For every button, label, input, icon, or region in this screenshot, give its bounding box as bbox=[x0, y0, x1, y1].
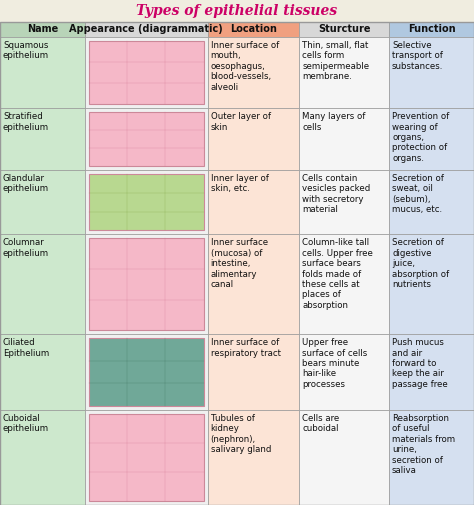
Bar bbox=[0, 37, 85, 108]
Text: Sturcture: Sturcture bbox=[318, 25, 370, 34]
Bar bbox=[208, 22, 299, 37]
Text: Cells contain
vesicles packed
with secretory
material: Cells contain vesicles packed with secre… bbox=[302, 174, 371, 214]
Text: Column-like tall
cells. Upper free
surface bears
folds made of
these cells at
pl: Column-like tall cells. Upper free surfa… bbox=[302, 238, 373, 310]
Bar bbox=[299, 170, 389, 234]
Bar bbox=[85, 334, 208, 410]
Bar bbox=[85, 170, 208, 234]
Bar bbox=[85, 22, 208, 37]
Text: Cells are
cuboidal: Cells are cuboidal bbox=[302, 414, 339, 433]
Bar bbox=[389, 37, 474, 108]
Bar bbox=[89, 174, 204, 230]
Bar bbox=[208, 334, 299, 410]
Bar bbox=[208, 37, 299, 108]
Text: Tubules of
kidney
(nephron),
salivary gland: Tubules of kidney (nephron), salivary gl… bbox=[211, 414, 271, 454]
Text: Name: Name bbox=[27, 25, 58, 34]
Bar bbox=[85, 37, 208, 108]
Text: Secretion of
sweat, oil
(sebum),
mucus, etc.: Secretion of sweat, oil (sebum), mucus, … bbox=[392, 174, 444, 214]
Bar bbox=[85, 108, 208, 170]
Bar bbox=[85, 234, 208, 334]
Bar bbox=[0, 170, 85, 234]
Text: Reabsorption
of useful
materials from
urine,
secretion of
saliva: Reabsorption of useful materials from ur… bbox=[392, 414, 455, 475]
Bar bbox=[0, 108, 85, 170]
Bar bbox=[0, 410, 85, 505]
Bar bbox=[208, 234, 299, 334]
Bar bbox=[89, 338, 204, 406]
Bar bbox=[89, 238, 204, 330]
Bar bbox=[389, 410, 474, 505]
Bar bbox=[89, 112, 204, 166]
Bar bbox=[0, 334, 85, 410]
Text: Push mucus
and air
forward to
keep the air
passage free: Push mucus and air forward to keep the a… bbox=[392, 338, 448, 389]
Text: Thin, small, flat
cells form
semipermeable
membrane.: Thin, small, flat cells form semipermeab… bbox=[302, 41, 369, 81]
Text: Types of epithelial tissues: Types of epithelial tissues bbox=[137, 4, 337, 18]
Bar bbox=[208, 170, 299, 234]
Bar bbox=[299, 37, 389, 108]
Text: Secretion of
digestive
juice,
absorption of
nutrients: Secretion of digestive juice, absorption… bbox=[392, 238, 449, 289]
Text: Ciliated
Epithelium: Ciliated Epithelium bbox=[3, 338, 49, 358]
Text: Inner surface of
respiratory tract: Inner surface of respiratory tract bbox=[211, 338, 281, 358]
Text: Appearance (diagrammatic): Appearance (diagrammatic) bbox=[70, 25, 223, 34]
Bar bbox=[0, 234, 85, 334]
Text: Prevention of
wearing of
organs,
protection of
organs.: Prevention of wearing of organs, protect… bbox=[392, 112, 449, 163]
Bar bbox=[389, 22, 474, 37]
Text: Inner surface
(mucosa) of
intestine,
alimentary
canal: Inner surface (mucosa) of intestine, ali… bbox=[211, 238, 268, 289]
Text: Glandular
epithelium: Glandular epithelium bbox=[3, 174, 49, 193]
Bar bbox=[89, 41, 204, 104]
Text: Cuboidal
epithelium: Cuboidal epithelium bbox=[3, 414, 49, 433]
Bar bbox=[299, 334, 389, 410]
Bar bbox=[0, 22, 85, 37]
Text: Inner surface of
mouth,
oesophagus,
blood-vessels,
alveoli: Inner surface of mouth, oesophagus, bloo… bbox=[211, 41, 279, 91]
Text: Function: Function bbox=[408, 25, 456, 34]
Bar bbox=[299, 22, 389, 37]
Bar bbox=[389, 170, 474, 234]
Bar bbox=[299, 108, 389, 170]
Bar bbox=[299, 410, 389, 505]
Text: Selective
transport of
substances.: Selective transport of substances. bbox=[392, 41, 443, 71]
Bar bbox=[89, 414, 204, 501]
Text: Inner layer of
skin, etc.: Inner layer of skin, etc. bbox=[211, 174, 269, 193]
Bar bbox=[208, 108, 299, 170]
Text: Many layers of
cells: Many layers of cells bbox=[302, 112, 366, 132]
Bar bbox=[389, 334, 474, 410]
Text: Upper free
surface of cells
bears minute
hair-like
processes: Upper free surface of cells bears minute… bbox=[302, 338, 367, 389]
Text: Columnar
epithelium: Columnar epithelium bbox=[3, 238, 49, 258]
Text: Outer layer of
skin: Outer layer of skin bbox=[211, 112, 271, 132]
Bar bbox=[85, 410, 208, 505]
Bar bbox=[389, 234, 474, 334]
Bar bbox=[299, 234, 389, 334]
Bar bbox=[208, 410, 299, 505]
Text: Squamous
epithelium: Squamous epithelium bbox=[3, 41, 49, 61]
Text: Stratified
epithelium: Stratified epithelium bbox=[3, 112, 49, 132]
Bar bbox=[389, 108, 474, 170]
Text: Location: Location bbox=[230, 25, 277, 34]
